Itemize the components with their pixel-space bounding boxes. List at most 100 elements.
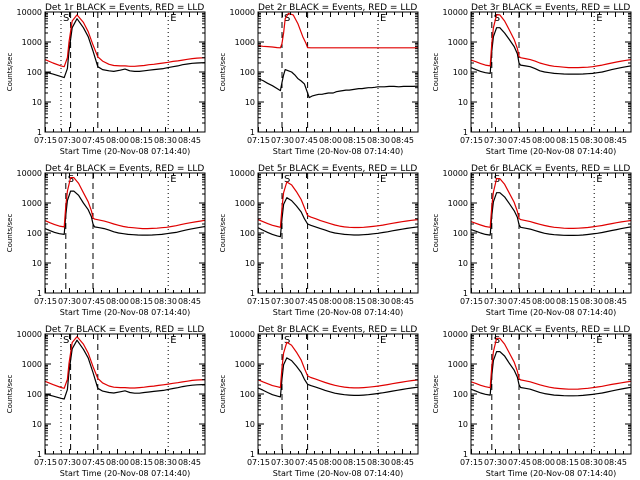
marker-label: S <box>494 335 500 346</box>
marker-label: S <box>284 335 290 346</box>
x-axis-label: Start Time (20-Nov-08 07:14:40) <box>273 147 403 156</box>
y-tick-label: 100 <box>240 68 255 77</box>
x-tick-label: 08:45 <box>391 458 414 467</box>
x-tick-label: 07:30 <box>58 297 81 306</box>
x-tick-label: 08:30 <box>367 458 390 467</box>
y-tick-label: 10 <box>245 259 255 268</box>
series-line-events <box>257 357 419 398</box>
x-tick-label: 07:30 <box>484 458 507 467</box>
y-tick-label: 1000 <box>235 360 255 369</box>
x-tick-label: 08:30 <box>154 136 177 145</box>
y-tick-label: 100 <box>240 229 255 238</box>
y-tick-label: 1000 <box>22 360 42 369</box>
x-tick-label: 07:30 <box>271 136 294 145</box>
y-tick-label: 10000 <box>17 169 42 178</box>
y-tick-label: 1000 <box>448 199 468 208</box>
series-line-lld <box>257 341 419 389</box>
y-tick-label: 10 <box>32 98 42 107</box>
y-tick-label: 100 <box>453 229 468 238</box>
x-tick-label: 07:15 <box>34 136 57 145</box>
panel-title: Det 5r BLACK = Events, RED = LLD <box>258 164 417 174</box>
series-line-events <box>257 197 419 238</box>
x-tick-label: 07:30 <box>484 136 507 145</box>
x-tick-label: 07:45 <box>508 458 531 467</box>
x-tick-label: 08:00 <box>319 458 342 467</box>
y-tick-label: 10000 <box>230 330 255 339</box>
series-line-events <box>470 192 632 236</box>
y-tick-label: 10000 <box>17 330 42 339</box>
y-tick-label: 1 <box>463 289 468 298</box>
series-line-events <box>257 69 419 99</box>
x-tick-label: 07:45 <box>508 297 531 306</box>
series-line-events <box>44 339 206 400</box>
series-line-events <box>44 18 206 79</box>
marker-label: E <box>380 174 386 185</box>
series-line-events <box>470 27 632 75</box>
x-tick-label: 07:45 <box>295 458 318 467</box>
panel-title: Det 6r BLACK = Events, RED = LLD <box>471 164 630 174</box>
marker-label: S <box>494 13 500 24</box>
y-axis-label: Counts/sec <box>432 375 440 414</box>
marker-label: S <box>63 13 69 24</box>
y-tick-label: 10 <box>245 98 255 107</box>
series-line-lld <box>44 14 206 68</box>
series-line-events <box>44 190 206 236</box>
series-line-lld <box>470 337 632 390</box>
x-tick-label: 08:45 <box>604 136 627 145</box>
x-tick-label: 08:15 <box>343 136 366 145</box>
marker-label: S <box>63 335 69 346</box>
x-tick-label: 07:45 <box>82 297 105 306</box>
x-axis-label: Start Time (20-Nov-08 07:14:40) <box>486 469 616 478</box>
x-axis-label: Start Time (20-Nov-08 07:14:40) <box>273 308 403 317</box>
plot-frame <box>44 333 206 455</box>
marker-label: E <box>170 174 176 185</box>
panel-title: Det 1r BLACK = Events, RED = LLD <box>45 3 204 13</box>
x-tick-label: 07:15 <box>460 297 483 306</box>
y-tick-label: 10000 <box>443 330 468 339</box>
x-axis-label: Start Time (20-Nov-08 07:14:40) <box>60 147 190 156</box>
marker-label: E <box>170 335 176 346</box>
y-tick-label: 1 <box>463 128 468 137</box>
panel-title: Det 4r BLACK = Events, RED = LLD <box>45 164 204 174</box>
x-tick-label: 08:00 <box>106 297 129 306</box>
x-tick-label: 07:45 <box>508 136 531 145</box>
x-tick-label: 07:45 <box>82 458 105 467</box>
x-tick-label: 08:15 <box>556 458 579 467</box>
series-line-lld <box>470 178 632 229</box>
x-axis-label: Start Time (20-Nov-08 07:14:40) <box>60 469 190 478</box>
x-axis-label: Start Time (20-Nov-08 07:14:40) <box>273 469 403 478</box>
x-tick-label: 07:15 <box>460 458 483 467</box>
y-tick-label: 1 <box>250 450 255 459</box>
panel-title: Det 2r BLACK = Events, RED = LLD <box>258 3 417 13</box>
series-line-lld <box>257 181 419 229</box>
panel-title: Det 9r BLACK = Events, RED = LLD <box>471 325 630 335</box>
y-tick-label: 1000 <box>235 38 255 47</box>
x-tick-label: 07:15 <box>247 297 270 306</box>
y-tick-label: 100 <box>453 390 468 399</box>
y-tick-label: 10 <box>458 420 468 429</box>
y-axis-label: Counts/sec <box>6 53 14 92</box>
y-tick-label: 100 <box>240 390 255 399</box>
y-tick-label: 10 <box>245 420 255 429</box>
y-tick-label: 1 <box>463 450 468 459</box>
y-tick-label: 10000 <box>17 8 42 17</box>
y-tick-label: 10000 <box>443 8 468 17</box>
marker-label: E <box>380 335 386 346</box>
y-tick-label: 10 <box>32 259 42 268</box>
y-tick-label: 10 <box>458 98 468 107</box>
x-tick-label: 08:00 <box>532 297 555 306</box>
x-tick-label: 08:15 <box>130 297 153 306</box>
y-tick-label: 1 <box>37 289 42 298</box>
marker-label: E <box>596 13 602 24</box>
x-tick-label: 07:45 <box>82 136 105 145</box>
marker-label: S <box>284 174 290 185</box>
plot-frame <box>470 333 632 455</box>
series-line-lld <box>257 12 418 49</box>
y-tick-label: 1000 <box>448 38 468 47</box>
